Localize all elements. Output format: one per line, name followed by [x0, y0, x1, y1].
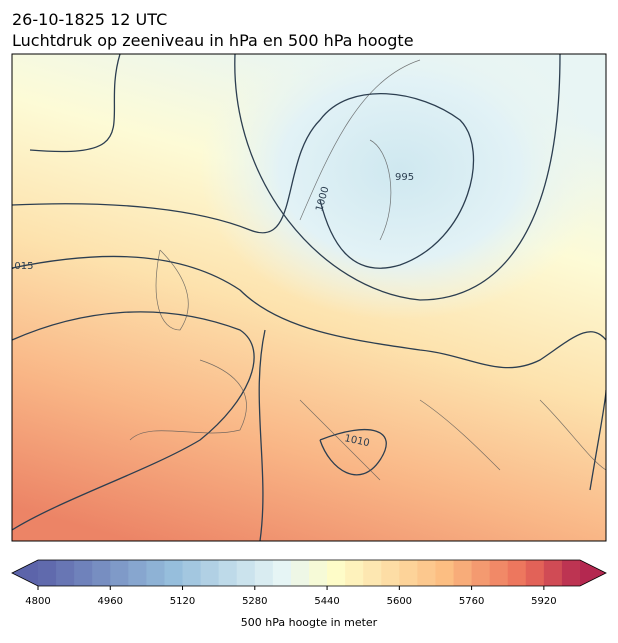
- colorbar-tick-label: 5920: [531, 596, 556, 607]
- colorbar-tick-label: 4960: [98, 596, 123, 607]
- colorbar-extend-low: [12, 560, 38, 586]
- colorbar-bin: [92, 560, 111, 586]
- colorbar-bin: [309, 560, 328, 586]
- colorbar-bin: [507, 560, 527, 586]
- colorbar-bin: [363, 560, 382, 586]
- colorbar-bin: [399, 560, 418, 586]
- colorbar-tick-label: 5280: [242, 596, 267, 607]
- map-frame: [11, 53, 607, 542]
- contour-label: 995: [395, 172, 414, 183]
- colorbar-bin: [164, 560, 184, 586]
- low-area: [200, 54, 600, 320]
- colorbar-bin: [74, 560, 93, 586]
- contour-label: 1010: [343, 433, 370, 449]
- subtitle: Luchtdruk op zeeniveau in hPa en 500 hPa…: [12, 31, 414, 50]
- colorbar-bin: [254, 560, 274, 586]
- title: 26-10-1825 12 UTC: [12, 10, 167, 29]
- colorbar-bin: [345, 560, 364, 586]
- colorbar-bin: [471, 560, 491, 586]
- colorbar-tick-label: 5120: [170, 596, 195, 607]
- colorbar-tick-label: 5440: [314, 596, 339, 607]
- colorbar-tick-label: 5600: [387, 596, 412, 607]
- colorbar-bin: [561, 560, 581, 586]
- colorbar-bin: [56, 560, 75, 586]
- colorbar-bin: [489, 560, 509, 586]
- colorbar-bin: [290, 560, 310, 586]
- colorbar-tick-label: 5760: [459, 596, 484, 607]
- colorbar-bin: [110, 560, 129, 586]
- colorbar-bin: [543, 560, 563, 586]
- colorbar-bin: [128, 560, 147, 586]
- colorbar-extend-high: [580, 560, 606, 586]
- isobars: [12, 54, 606, 541]
- contour-label: 1015: [8, 261, 33, 272]
- colorbar-bin: [38, 560, 57, 586]
- colorbar-tick-label: 4800: [25, 596, 50, 607]
- coastlines: [129, 59, 606, 481]
- colorbar-bin: [417, 560, 436, 586]
- colorbar-bin: [381, 560, 400, 586]
- colorbar-bin: [453, 560, 473, 586]
- colorbar-bin: [435, 560, 455, 586]
- colorbar: 4800 4960 5120 5280 5440 5600 5760 5920: [11, 559, 607, 607]
- colorbar-bin: [525, 560, 545, 586]
- colorbar-bin: [236, 560, 256, 586]
- colorbar-bin: [182, 560, 202, 586]
- colorbar-label: 500 hPa hoogte in meter: [241, 616, 378, 629]
- colorbar-bin: [272, 560, 292, 586]
- colorbar-bin: [218, 560, 238, 586]
- colorbar-bin: [200, 560, 220, 586]
- map: 995 1000 1015 1010: [8, 54, 606, 541]
- colorbar-bin: [146, 560, 165, 586]
- colorbar-bin: [327, 560, 346, 586]
